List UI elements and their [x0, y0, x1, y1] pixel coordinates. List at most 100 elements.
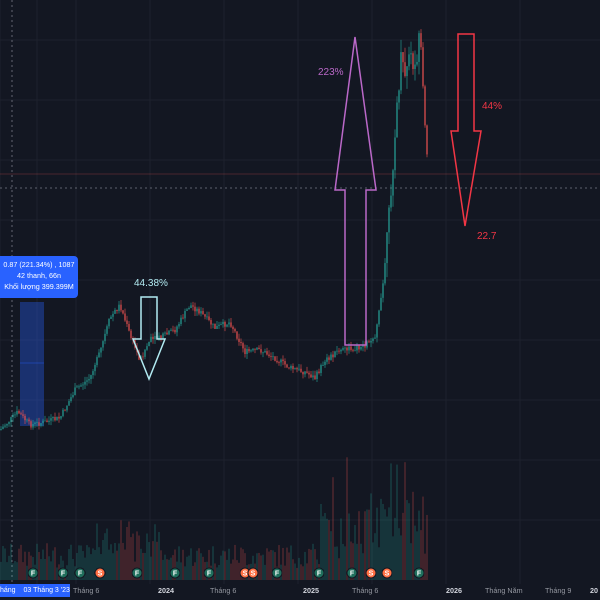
volume-bar: [300, 564, 302, 580]
candle-body: [44, 420, 46, 422]
candle-body: [108, 318, 110, 327]
financial-event-icon[interactable]: F: [57, 567, 69, 579]
volume-bar: [28, 551, 30, 580]
volume-bar: [424, 553, 426, 580]
financial-event-icon[interactable]: F: [413, 567, 425, 579]
svg-text:S: S: [369, 571, 374, 578]
candle-body: [320, 365, 322, 373]
volume-bar: [160, 550, 162, 580]
volume-bar: [84, 557, 86, 580]
financial-event-icon[interactable]: F: [203, 567, 215, 579]
candle-body: [404, 62, 406, 77]
split-event-icon[interactable]: S: [94, 567, 106, 579]
volume-bar: [212, 546, 214, 580]
volume-bar: [342, 543, 344, 580]
split-event-icon[interactable]: S: [381, 567, 393, 579]
volume-bar: [330, 531, 332, 580]
volume-bar: [116, 550, 118, 580]
volume-bar: [224, 551, 226, 580]
volume-bar: [10, 543, 12, 580]
volume-bar: [112, 553, 114, 580]
svg-text:F: F: [78, 571, 83, 578]
volume-bar: [16, 562, 18, 580]
candle-body: [70, 397, 72, 402]
candle-body: [168, 330, 170, 335]
volume-bar: [372, 542, 374, 580]
volume-bar: [278, 545, 280, 580]
range-selection[interactable]: [20, 302, 44, 426]
candle-body: [252, 348, 254, 351]
candle-body: [340, 349, 342, 352]
financial-event-icon[interactable]: F: [346, 567, 358, 579]
volume-bar: [104, 533, 106, 580]
candle-body: [214, 323, 216, 329]
split-event-icon[interactable]: S: [247, 567, 259, 579]
volume-bar: [156, 541, 158, 580]
volume-bar: [244, 553, 246, 580]
volume-bar: [324, 513, 326, 580]
volume-bar: [346, 457, 348, 580]
candle-body: [122, 310, 124, 314]
candle-body: [182, 317, 184, 319]
financial-event-icon[interactable]: F: [169, 567, 181, 579]
volume-bar: [332, 477, 334, 580]
financial-event-icon[interactable]: F: [74, 567, 86, 579]
volume-bar: [172, 555, 174, 580]
candle-body: [278, 362, 280, 363]
volume-bar: [320, 503, 322, 580]
volume-bar: [140, 548, 142, 580]
drop-arrow-2025[interactable]: [450, 33, 482, 227]
candle-body: [24, 415, 26, 421]
candle-body: [32, 424, 34, 428]
candle-body: [58, 416, 60, 419]
candle-body: [382, 283, 384, 298]
split-event-icon[interactable]: S: [239, 567, 251, 579]
financial-event-icon[interactable]: F: [131, 567, 143, 579]
financial-event-icon[interactable]: F: [313, 567, 325, 579]
volume-bar: [380, 498, 382, 580]
candle-body: [302, 371, 304, 375]
volume-bar: [336, 546, 338, 580]
x-label-2024: 2024: [158, 586, 174, 595]
candle-body: [112, 313, 114, 317]
candle-body: [316, 371, 318, 380]
candle-body: [110, 316, 112, 319]
candle-body: [60, 416, 62, 419]
candle-body: [372, 338, 374, 341]
volume-bar: [226, 559, 228, 580]
candle-body: [410, 53, 412, 55]
volume-bar: [298, 557, 300, 580]
drop-arrow-2024[interactable]: [131, 296, 167, 382]
candle-body: [362, 345, 364, 347]
candle-body: [220, 324, 222, 325]
financial-event-icon[interactable]: F: [27, 567, 39, 579]
volume-bar: [384, 509, 386, 580]
volume-bar: [386, 516, 388, 580]
split-event-icon[interactable]: S: [365, 567, 377, 579]
candle-body: [74, 387, 76, 396]
volume-bar: [46, 543, 48, 580]
tooltip-volume: Khối lượng 399.399M: [4, 282, 74, 291]
candle-body: [172, 329, 174, 331]
rise-arrow-2025[interactable]: [334, 36, 377, 346]
candle-body: [106, 326, 108, 334]
volume-bar: [108, 549, 110, 580]
financial-event-icon[interactable]: F: [271, 567, 283, 579]
volume-bar: [188, 555, 190, 580]
volume-bar: [308, 548, 310, 580]
candle-body: [264, 351, 266, 353]
candle-body: [304, 371, 306, 375]
candle-body: [190, 305, 192, 309]
tooltip-change: 0.87 (221.34%) , 1087: [3, 260, 75, 269]
volume-bar: [282, 547, 284, 580]
volume-bar: [220, 555, 222, 580]
volume-bar: [0, 561, 2, 580]
candle-body: [374, 337, 376, 339]
candle-body: [250, 350, 252, 352]
candle-body: [80, 385, 82, 387]
volume-bar: [124, 549, 126, 580]
volume-bar: [388, 507, 390, 580]
volume-bar: [148, 542, 150, 580]
candle-body: [358, 345, 360, 350]
